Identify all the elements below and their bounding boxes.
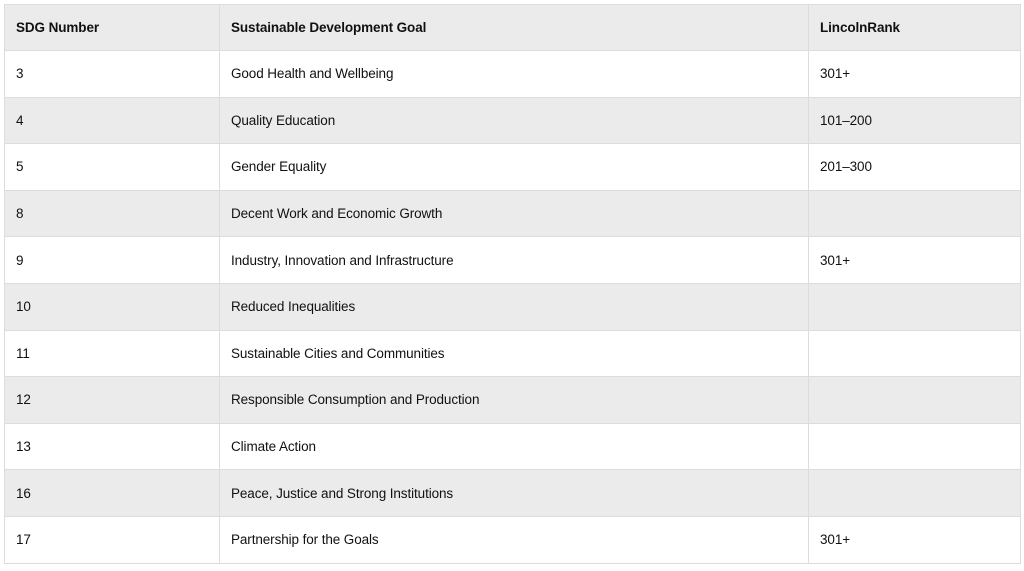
cell-rank: 301+ [808,515,1021,564]
cell-goal: Good Health and Wellbeing [219,50,809,98]
table-row: 16 Peace, Justice and Strong Institution… [4,469,1021,517]
cell-sdg-number: 12 [4,376,220,424]
cell-sdg-number: 16 [4,469,220,517]
cell-rank: 301+ [808,50,1021,98]
sdg-table-container: SDG Number Sustainable Development Goal … [4,4,1021,564]
table-row: 5 Gender Equality 201–300 [4,143,1021,191]
cell-goal: Gender Equality [219,143,809,191]
cell-sdg-number: 9 [4,236,220,284]
cell-goal: Reduced Inequalities [219,282,809,331]
table-row: 3 Good Health and Wellbeing 301+ [4,50,1021,98]
cell-rank [808,282,1021,331]
table-row: 17 Partnership for the Goals 301+ [4,515,1021,564]
table-row: 11 Sustainable Cities and Communities [4,329,1021,378]
cell-goal: Industry, Innovation and Infrastructure [219,236,809,284]
header-sdg-number: SDG Number [4,4,220,51]
cell-rank: 201–300 [808,143,1021,191]
table-row: 13 Climate Action [4,422,1021,471]
table-row: 8 Decent Work and Economic Growth [4,189,1021,238]
sdg-ranking-table: SDG Number Sustainable Development Goal … [4,4,1021,564]
table-body: 3 Good Health and Wellbeing 301+ 4 Quali… [4,50,1021,564]
cell-sdg-number: 3 [4,50,220,98]
cell-rank [808,376,1021,424]
cell-rank [808,329,1021,378]
header-sustainable-development-goal: Sustainable Development Goal [219,4,809,51]
cell-rank [808,469,1021,517]
cell-sdg-number: 8 [4,189,220,238]
cell-sdg-number: 17 [4,515,220,564]
cell-goal: Quality Education [219,96,809,145]
table-row: 10 Reduced Inequalities [4,282,1021,331]
cell-sdg-number: 11 [4,329,220,378]
header-lincoln-rank: LincolnRank [808,4,1021,51]
cell-sdg-number: 10 [4,282,220,331]
header-row: SDG Number Sustainable Development Goal … [4,4,1021,51]
cell-goal: Sustainable Cities and Communities [219,329,809,378]
cell-rank: 301+ [808,236,1021,284]
cell-sdg-number: 13 [4,422,220,471]
table-row: 12 Responsible Consumption and Productio… [4,376,1021,424]
table-row: 4 Quality Education 101–200 [4,96,1021,145]
cell-sdg-number: 4 [4,96,220,145]
cell-goal: Decent Work and Economic Growth [219,189,809,238]
cell-rank: 101–200 [808,96,1021,145]
cell-rank [808,422,1021,471]
table-header: SDG Number Sustainable Development Goal … [4,4,1021,51]
table-row: 9 Industry, Innovation and Infrastructur… [4,236,1021,284]
cell-goal: Climate Action [219,422,809,471]
cell-goal: Partnership for the Goals [219,515,809,564]
cell-rank [808,189,1021,238]
cell-goal: Peace, Justice and Strong Institutions [219,469,809,517]
cell-sdg-number: 5 [4,143,220,191]
cell-goal: Responsible Consumption and Production [219,376,809,424]
